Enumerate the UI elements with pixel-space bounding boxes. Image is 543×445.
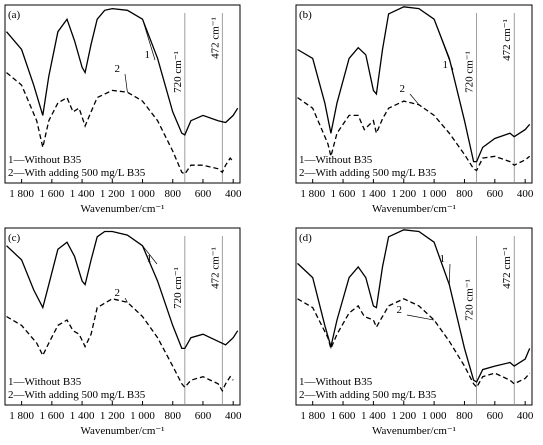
legend-entry: 2—With adding 500 mg/L B35 [299, 167, 437, 179]
x-tick-label: 1 600 [39, 410, 64, 422]
x-axis-title: Wavenumber/cm⁻¹ [81, 203, 165, 215]
panel-label: (b) [299, 9, 312, 21]
axes-frame [295, 227, 533, 406]
spectrum-line [297, 298, 531, 389]
legend-entry: 2—With adding 500 mg/L B35 [299, 389, 437, 401]
x-tick-label: 600 [195, 188, 212, 200]
marker-label: 720 cm⁻¹ [464, 51, 476, 93]
x-tick-label: 1 000 [130, 188, 155, 200]
x-tick-label: 1 000 [422, 188, 447, 200]
label-leader [124, 73, 128, 93]
x-tick-label: 400 [225, 188, 242, 200]
legend-entry: 1—Without B35 [8, 376, 82, 388]
spectrum-line [6, 298, 234, 393]
x-axis-title: Wavenumber/cm⁻¹ [372, 203, 456, 215]
curve-label: 1 [440, 253, 446, 265]
label-leader [142, 19, 156, 61]
x-tick-label: 1 400 [70, 188, 95, 200]
panel-label: (a) [8, 9, 21, 21]
x-tick-label: 1 800 [300, 188, 325, 200]
spectrum-line [6, 7, 239, 136]
curve-label: 2 [400, 83, 406, 95]
x-tick-label: 1 800 [9, 188, 34, 200]
x-tick-label: 400 [225, 410, 242, 422]
panel-label: (c) [8, 232, 21, 244]
x-axis-title: Wavenumber/cm⁻¹ [81, 425, 165, 437]
axes-frame [4, 4, 241, 184]
marker-label: 720 cm⁻¹ [464, 279, 476, 321]
panel-label: (d) [299, 232, 312, 244]
legend-entry: 2—With adding 500 mg/L B35 [8, 389, 146, 401]
x-tick-label: 800 [456, 410, 473, 422]
legend-entry: 2—With adding 500 mg/L B35 [8, 167, 146, 179]
marker-label: 720 cm⁻¹ [172, 267, 184, 309]
legend-entry: 1—Without B35 [8, 154, 82, 166]
x-tick-label: 1 400 [70, 410, 95, 422]
marker-label: 472 cm⁻¹ [209, 247, 221, 289]
x-tick-label: 1 600 [331, 188, 356, 200]
label-leader [406, 314, 435, 321]
x-tick-label: 1 600 [39, 188, 64, 200]
curve-label: 2 [115, 287, 121, 299]
curve-label: 1 [443, 59, 449, 71]
spectrum-line [297, 229, 531, 383]
marker-label: 472 cm⁻¹ [501, 247, 513, 289]
label-leader [433, 19, 454, 71]
x-tick-label: 1 200 [100, 188, 125, 200]
curve-label: 2 [115, 63, 121, 75]
x-tick-label: 1 400 [361, 188, 386, 200]
spectrum-line [297, 97, 531, 172]
x-tick-label: 1 000 [422, 410, 447, 422]
x-tick-label: 400 [517, 410, 534, 422]
x-tick-label: 1 800 [9, 410, 34, 422]
curve-label: 1 [147, 253, 153, 265]
x-tick-label: 1 200 [391, 410, 416, 422]
spectrum-line [6, 230, 239, 350]
spectrum-line [6, 72, 234, 175]
axes-frame [4, 227, 241, 406]
marker-label: 472 cm⁻¹ [209, 17, 221, 59]
x-tick-label: 800 [164, 410, 181, 422]
x-tick-label: 400 [517, 188, 534, 200]
legend-entry: 1—Without B35 [299, 154, 373, 166]
x-axis-title: Wavenumber/cm⁻¹ [372, 425, 456, 437]
x-tick-label: 1 200 [391, 188, 416, 200]
marker-label: 472 cm⁻¹ [501, 19, 513, 61]
x-tick-label: 600 [487, 410, 504, 422]
label-leader [142, 245, 158, 265]
spectrum-line [297, 6, 531, 163]
curve-label: 1 [145, 49, 151, 61]
x-tick-label: 600 [195, 410, 212, 422]
label-leader [409, 93, 420, 105]
x-tick-label: 1 200 [100, 410, 125, 422]
label-leader [448, 263, 451, 285]
marker-label: 720 cm⁻¹ [172, 51, 184, 93]
x-tick-label: 1 800 [300, 410, 325, 422]
legend-entry: 1—Without B35 [299, 376, 373, 388]
label-leader [124, 297, 128, 303]
axes-frame [295, 4, 533, 184]
x-tick-label: 1 400 [361, 410, 386, 422]
x-tick-label: 800 [164, 188, 181, 200]
curve-label: 2 [397, 304, 403, 316]
x-tick-label: 600 [487, 188, 504, 200]
x-tick-label: 1 600 [331, 410, 356, 422]
x-tick-label: 800 [456, 188, 473, 200]
x-tick-label: 1 000 [130, 410, 155, 422]
